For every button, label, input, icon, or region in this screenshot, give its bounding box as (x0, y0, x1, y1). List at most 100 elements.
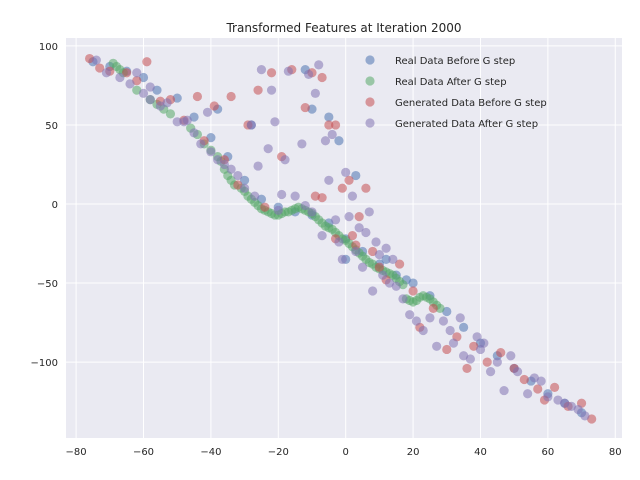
x-tick-label: 60 (541, 447, 554, 458)
data-point (351, 240, 361, 250)
data-point (290, 191, 300, 201)
data-point (95, 63, 105, 73)
data-point (253, 161, 263, 171)
data-points (84, 53, 597, 424)
data-point (310, 88, 320, 98)
data-point (432, 341, 442, 351)
data-point (277, 189, 287, 200)
data-point (435, 303, 445, 313)
data-point (388, 254, 398, 264)
x-axis-ticks: −80 −60 −40 −20 0 20 40 60 80 (66, 447, 622, 458)
data-point (425, 313, 435, 323)
x-tick-label: −20 (268, 447, 289, 458)
data-point (270, 117, 280, 127)
data-point (543, 392, 553, 402)
data-point (519, 374, 529, 385)
x-tick-label: −60 (133, 447, 154, 458)
data-point (442, 344, 452, 355)
data-point (162, 98, 172, 108)
y-tick-label: −100 (31, 358, 58, 369)
data-point (132, 68, 142, 78)
legend-label: Real Data Before G step (395, 56, 515, 67)
legend-label: Generated Data After G step (395, 119, 538, 130)
data-point (472, 332, 482, 342)
x-tick-label: 20 (407, 447, 420, 458)
data-point (233, 170, 243, 181)
data-point (368, 286, 378, 296)
data-point (381, 254, 391, 264)
data-point (479, 338, 489, 348)
data-point (347, 231, 358, 241)
data-point (411, 316, 422, 326)
data-point (405, 310, 415, 320)
data-point (266, 85, 277, 95)
data-point (263, 144, 273, 154)
data-point (398, 294, 408, 304)
data-point (256, 65, 267, 75)
data-point (91, 55, 101, 65)
data-point (445, 325, 455, 336)
data-point (206, 147, 216, 157)
x-tick-label: −80 (66, 447, 87, 458)
data-point (280, 155, 290, 165)
data-point (324, 112, 334, 122)
data-point (448, 338, 459, 348)
legend: Real Data Before G step Real Data After G… (365, 55, 547, 130)
data-point (550, 382, 560, 393)
data-point (273, 205, 283, 215)
data-point (374, 262, 384, 272)
x-tick-label: −40 (200, 447, 221, 458)
data-point (179, 117, 189, 127)
data-point (283, 66, 293, 76)
legend-label: Real Data After G step (395, 77, 507, 88)
data-point (378, 270, 388, 280)
data-point (213, 155, 223, 165)
series-3 (91, 55, 590, 421)
data-point (317, 72, 327, 83)
data-point (337, 254, 347, 264)
data-point (485, 366, 496, 377)
data-point (408, 286, 418, 296)
y-tick-label: 100 (39, 42, 58, 53)
data-point (506, 351, 516, 361)
data-point (304, 69, 314, 79)
data-point (462, 363, 472, 374)
data-point (344, 212, 354, 222)
data-point (371, 237, 381, 247)
data-point (226, 164, 236, 174)
data-point (101, 68, 112, 78)
data-point (482, 357, 492, 367)
data-point (122, 68, 132, 78)
data-point (320, 136, 331, 146)
data-point (246, 120, 256, 130)
data-point (499, 385, 509, 396)
data-point (226, 91, 236, 102)
data-point (573, 404, 583, 415)
data-point (465, 354, 475, 364)
data-point (297, 139, 307, 149)
data-point (418, 325, 428, 336)
legend-marker (365, 97, 375, 107)
data-point (253, 85, 263, 95)
data-point (492, 357, 502, 367)
chart-title: Transformed Features at Iteration 2000 (225, 21, 461, 35)
data-point (512, 366, 523, 377)
data-point (317, 193, 327, 203)
data-point (266, 68, 277, 78)
data-point (351, 246, 361, 257)
data-point (347, 191, 358, 201)
data-point (250, 191, 260, 201)
data-point (580, 411, 590, 421)
data-point (165, 109, 176, 119)
data-point (395, 259, 405, 269)
legend-marker (365, 55, 375, 65)
legend-marker (365, 118, 375, 128)
data-point (374, 250, 384, 260)
data-point (361, 227, 371, 238)
data-point (189, 128, 199, 138)
data-point (209, 101, 219, 111)
data-point (138, 88, 149, 98)
data-point (260, 202, 270, 212)
data-point (364, 207, 374, 217)
